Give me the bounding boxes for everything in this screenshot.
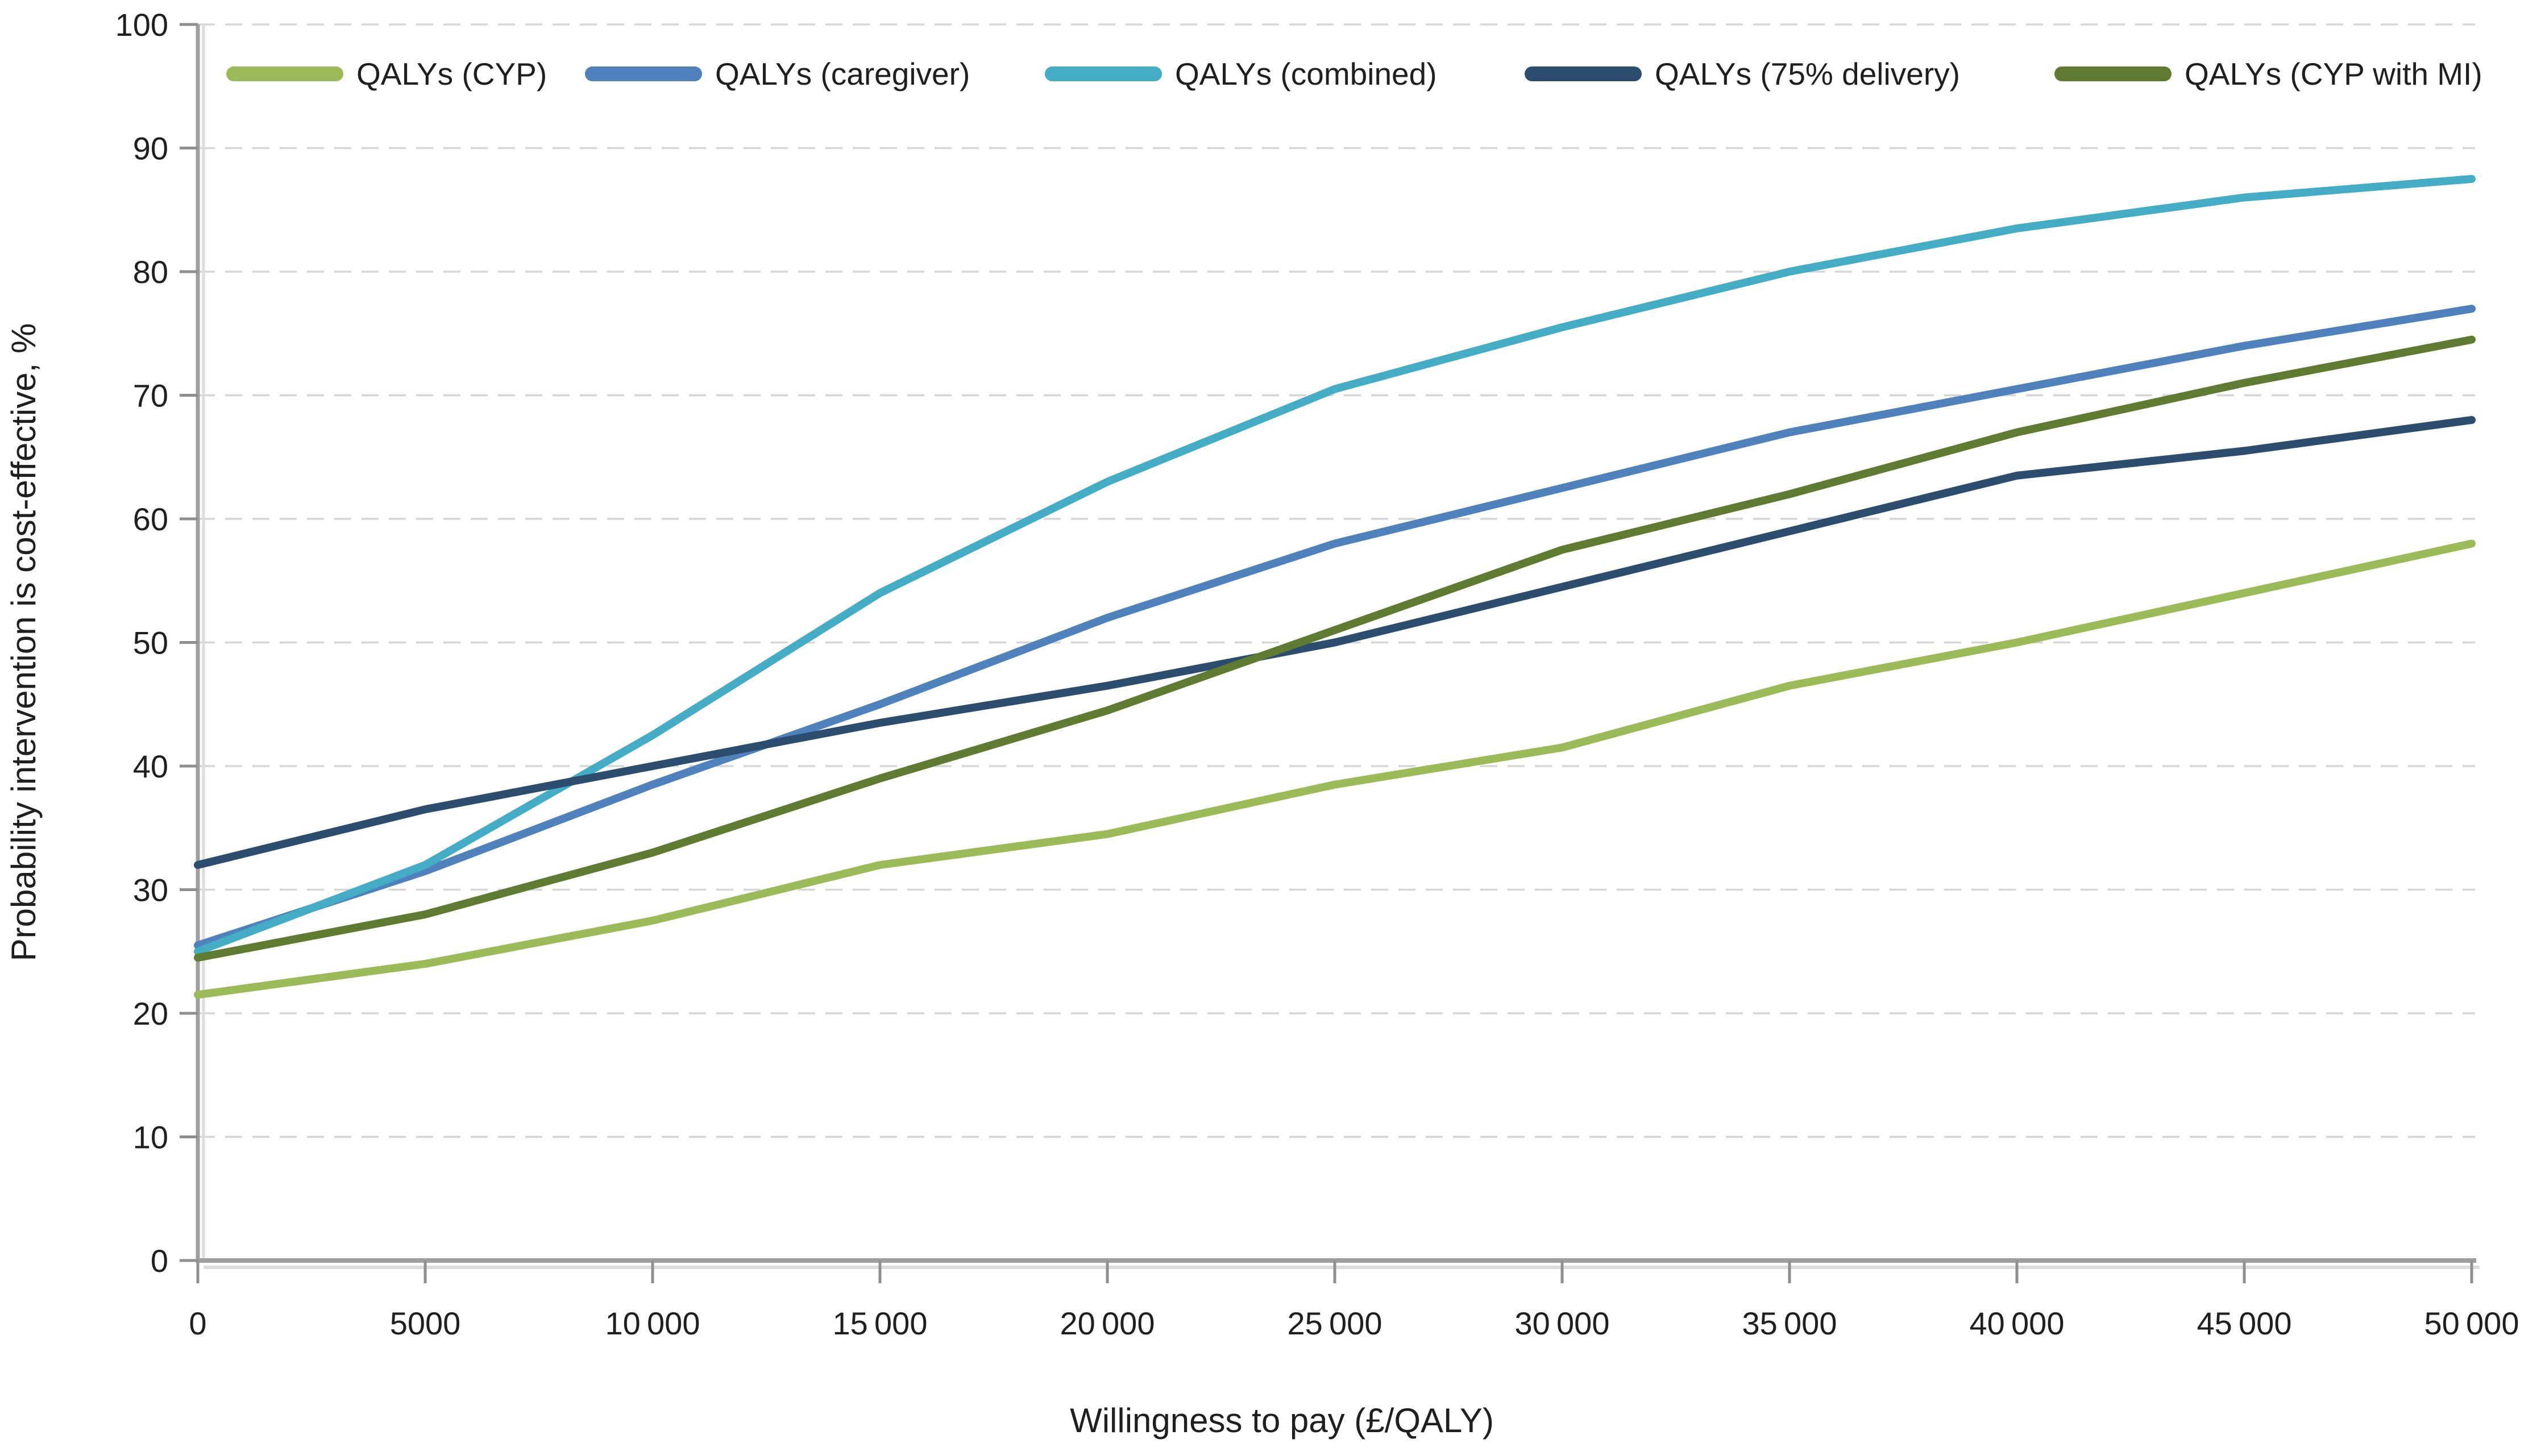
x-tick-label: 50 000 bbox=[2424, 1305, 2519, 1341]
y-tick-label: 30 bbox=[133, 872, 168, 908]
legend-label-qalys-cyp: QALYs (CYP) bbox=[356, 56, 547, 91]
y-tick-label: 90 bbox=[133, 131, 168, 167]
x-tick-label: 40 000 bbox=[1970, 1305, 2065, 1341]
y-tick-label: 70 bbox=[133, 378, 168, 414]
y-tick-label: 0 bbox=[151, 1243, 168, 1279]
legend-item-qalys-75-delivery: QALYs (75% delivery) bbox=[1525, 56, 1960, 91]
y-axis-title: Probability intervention is cost-effecti… bbox=[5, 323, 43, 962]
series-line-qalys-combined bbox=[194, 174, 2476, 956]
legend-label-qalys-cyp-with-mi: QALYs (CYP with MI) bbox=[2185, 56, 2482, 91]
x-axis-title: Willingness to pay (£/QALY) bbox=[1070, 1401, 1494, 1440]
legend-label-qalys-caregiver: QALYs (caregiver) bbox=[715, 56, 970, 91]
y-tick-label: 40 bbox=[133, 748, 168, 784]
legend-item-qalys-caregiver: QALYs (caregiver) bbox=[585, 56, 970, 91]
y-tick-label: 60 bbox=[133, 501, 168, 537]
series-line-qalys-75-delivery bbox=[194, 416, 2476, 869]
series-line-qalys-cyp-with-mi bbox=[194, 335, 2476, 962]
x-tick-label: 45 000 bbox=[2197, 1305, 2292, 1341]
legend-item-qalys-combined: QALYs (combined) bbox=[1045, 56, 1437, 91]
gridlines-group bbox=[198, 23, 2475, 1138]
legend-label-qalys-75-delivery: QALYs (75% delivery) bbox=[1655, 56, 1960, 91]
x-tick-label: 5000 bbox=[390, 1305, 461, 1341]
y-tick-label: 50 bbox=[133, 625, 168, 661]
x-tick-label: 0 bbox=[189, 1305, 206, 1341]
series-lines-group bbox=[194, 174, 2476, 999]
axes-group bbox=[180, 23, 2480, 1283]
y-tick-labels-group: 0 10 20 30 40 50 60 70 80 90 100 bbox=[115, 7, 168, 1279]
x-tick-label: 10 000 bbox=[605, 1305, 700, 1341]
y-tick-label: 20 bbox=[133, 996, 168, 1031]
series-line-qalys-cyp bbox=[194, 539, 2476, 999]
legend-group: QALYs (CYP) QALYs (caregiver) QALYs (combi… bbox=[226, 56, 2482, 91]
legend-label-qalys-combined: QALYs (combined) bbox=[1175, 56, 1437, 91]
legend-item-qalys-cyp-with-mi: QALYs (CYP with MI) bbox=[2054, 56, 2482, 91]
y-tick-label: 10 bbox=[133, 1120, 168, 1155]
series-line-qalys-caregiver bbox=[194, 305, 2476, 950]
y-tick-label: 80 bbox=[133, 254, 168, 290]
legend-item-qalys-cyp: QALYs (CYP) bbox=[226, 56, 547, 91]
x-tick-label: 20 000 bbox=[1060, 1305, 1155, 1341]
x-tick-label: 15 000 bbox=[833, 1305, 928, 1341]
y-tick-label: 100 bbox=[115, 7, 168, 43]
x-tick-label: 25 000 bbox=[1288, 1305, 1382, 1341]
x-tick-label: 35 000 bbox=[1742, 1305, 1837, 1341]
x-tick-labels-group: 0 5000 10 000 15 000 20 000 25 000 30 000 35 00… bbox=[189, 1305, 2519, 1341]
x-tick-label: 30 000 bbox=[1515, 1305, 1610, 1341]
